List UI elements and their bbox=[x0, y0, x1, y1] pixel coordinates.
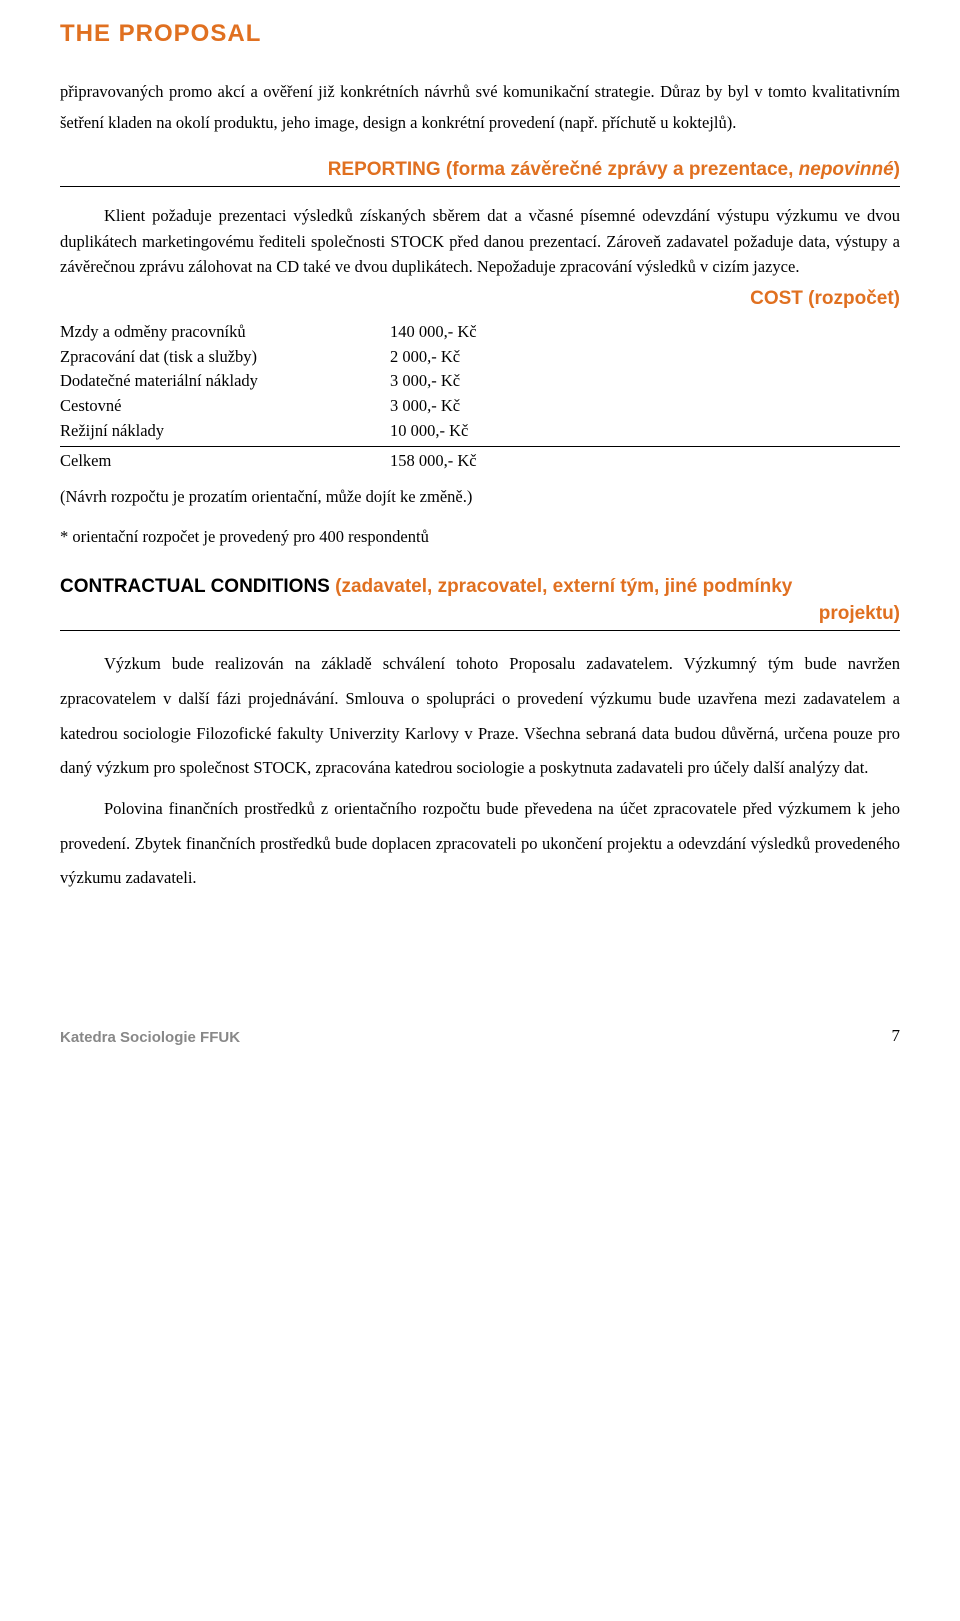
cost-row-value: 2 000,- Kč bbox=[390, 345, 460, 370]
cost-row: Zpracování dat (tisk a služby) 2 000,- K… bbox=[60, 345, 900, 370]
reporting-heading-italic: nepovinné bbox=[799, 159, 894, 180]
contractual-heading-orange-1: (zadavatel, zpracovatel, externí tým, ji… bbox=[335, 576, 792, 597]
reporting-heading-close: ) bbox=[894, 159, 900, 180]
cost-row-value: 140 000,- Kč bbox=[390, 320, 477, 345]
contractual-heading-orange-2: projektu) bbox=[60, 601, 900, 628]
cost-row: Režijní náklady 10 000,- Kč bbox=[60, 419, 900, 444]
contractual-heading-black: CONTRACTUAL CONDITIONS bbox=[60, 576, 335, 597]
contractual-heading: CONTRACTUAL CONDITIONS (zadavatel, zprac… bbox=[60, 574, 900, 631]
cost-row-name: Režijní náklady bbox=[60, 419, 390, 444]
footer-department: Katedra Sociologie FFUK bbox=[60, 1029, 240, 1046]
reporting-heading: REPORTING (forma závěrečné zprávy a prez… bbox=[60, 157, 900, 188]
cost-row-value: 10 000,- Kč bbox=[390, 419, 468, 444]
contractual-paragraph-1-text: Výzkum bude realizován na základě schvál… bbox=[60, 654, 900, 777]
cost-note-1: (Návrh rozpočtu je prozatím orientační, … bbox=[60, 481, 900, 512]
footer-page-number: 7 bbox=[892, 1026, 901, 1046]
cost-row: Mzdy a odměny pracovníků 140 000,- Kč bbox=[60, 320, 900, 345]
cost-total-value: 158 000,- Kč bbox=[390, 449, 477, 474]
cost-row-name: Zpracování dat (tisk a služby) bbox=[60, 345, 390, 370]
reporting-paragraph-text: Klient požaduje prezentaci výsledků získ… bbox=[60, 206, 900, 276]
page-footer: Katedra Sociologie FFUK 7 bbox=[60, 1026, 900, 1046]
cost-table: Mzdy a odměny pracovníků 140 000,- Kč Zp… bbox=[60, 320, 900, 474]
cost-heading: COST (rozpočet) bbox=[60, 288, 900, 310]
cost-row-name: Cestovné bbox=[60, 394, 390, 419]
contractual-paragraph-2-text: Polovina finančních prostředků z orienta… bbox=[60, 799, 900, 887]
cost-row: Dodatečné materiální náklady 3 000,- Kč bbox=[60, 369, 900, 394]
cost-row-total: Celkem 158 000,- Kč bbox=[60, 446, 900, 474]
reporting-paragraph: Klient požaduje prezentaci výsledků získ… bbox=[60, 203, 900, 280]
cost-note-2: * orientační rozpočet je provedený pro 4… bbox=[60, 521, 900, 552]
page-header-title: THE PROPOSAL bbox=[60, 20, 900, 48]
cost-row: Cestovné 3 000,- Kč bbox=[60, 394, 900, 419]
contractual-paragraph-1: Výzkum bude realizován na základě schvál… bbox=[60, 647, 900, 786]
intro-paragraph: připravovaných promo akcí a ověření již … bbox=[60, 76, 900, 139]
reporting-heading-paren: (forma závěrečné zprávy a prezentace, bbox=[446, 159, 799, 180]
cost-row-name: Dodatečné materiální náklady bbox=[60, 369, 390, 394]
reporting-heading-prefix: REPORTING bbox=[328, 159, 446, 180]
contractual-paragraph-2: Polovina finančních prostředků z orienta… bbox=[60, 792, 900, 896]
cost-row-value: 3 000,- Kč bbox=[390, 369, 460, 394]
cost-total-name: Celkem bbox=[60, 449, 390, 474]
cost-row-name: Mzdy a odměny pracovníků bbox=[60, 320, 390, 345]
cost-row-value: 3 000,- Kč bbox=[390, 394, 460, 419]
